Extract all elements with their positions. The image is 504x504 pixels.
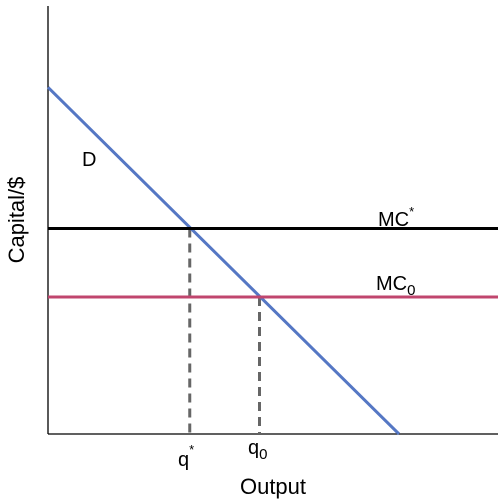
mc-0-label: MC0 xyxy=(376,273,415,299)
q-star-label-sup: * xyxy=(189,442,194,457)
mc-0-label-sub: 0 xyxy=(407,282,415,299)
demand-label: D xyxy=(82,149,96,171)
mc-0-label-main: MC xyxy=(376,273,407,295)
q-0-label: q0 xyxy=(248,437,267,463)
x-axis-label: Output xyxy=(240,474,306,499)
q-0-label-main: q xyxy=(248,437,259,459)
mc-star-label-sup: * xyxy=(409,204,414,219)
q-star-label: q* xyxy=(178,442,194,471)
mc-star-label-main: MC xyxy=(378,209,409,231)
mc-star-label: MC* xyxy=(378,204,414,231)
plot-area xyxy=(46,6,498,436)
y-axis-label: Capital/$ xyxy=(4,177,29,264)
q-0-label-sub: 0 xyxy=(259,446,267,463)
demand-line xyxy=(46,86,401,436)
q-star-label-main: q xyxy=(178,449,189,471)
